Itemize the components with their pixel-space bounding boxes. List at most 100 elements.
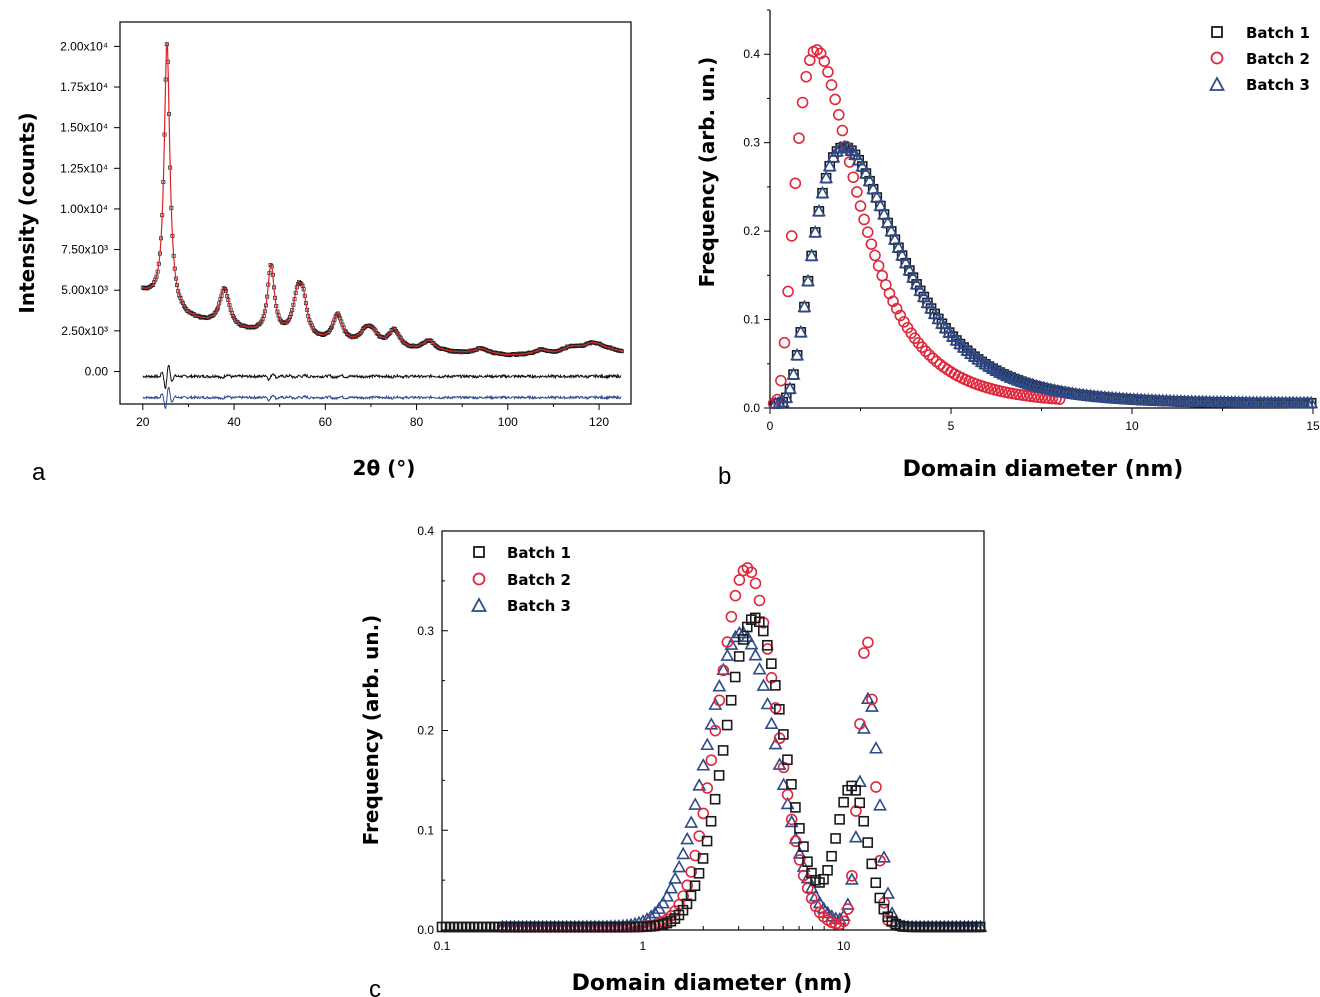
panel-c-batch-1-point [709, 793, 721, 805]
panel-b-legend: Batch 1 Batch 2 Batch 3 [1208, 24, 1310, 94]
panel-b-data [767, 44, 1319, 410]
panel-a-y-tick-label: 2.50x10³ [61, 324, 108, 338]
panel-b-y-tick-label: 0.4 [743, 47, 760, 61]
panel-c-batch-2-point [858, 647, 870, 659]
legend-marker-batch-2 [472, 572, 486, 586]
panel-a-observed-point [210, 313, 215, 318]
panel-c-batch-3-point [680, 831, 695, 845]
panel-a-y-tick-label: 1.00x10⁴ [60, 202, 108, 216]
panel-c-batch-3-point [684, 815, 699, 828]
panel-c-batch-3-point [756, 678, 771, 691]
panel-c-letter: c [369, 976, 381, 997]
panel-c-batch-1-point [766, 658, 777, 669]
panel-c-batch-1-point [713, 770, 725, 781]
panel-b-batch-3-point [801, 273, 815, 287]
panel-a-observed-point [335, 311, 340, 316]
panel-b-batch-3-point [862, 173, 877, 187]
panel-b-batch-2-point [894, 309, 907, 322]
panel-a-observed-point [327, 328, 332, 332]
panel-c-batch-1-point [830, 833, 841, 844]
legend-label-batch-3: Batch 3 [507, 597, 571, 615]
panel-c-batch-3-point [881, 886, 895, 899]
panel-b-batch-3-point [1032, 379, 1047, 393]
panel-a-observed-point [387, 331, 392, 336]
panel-c-batch-2-point [753, 594, 766, 607]
panel-b-x-tick-label: 10 [1125, 419, 1139, 433]
panel-a-observed-point [374, 331, 379, 336]
panel-b-batch-3-point [902, 263, 917, 276]
panel-c-batch-3-point [764, 716, 779, 729]
panel-c-batch-1-point [762, 639, 773, 651]
panel-a-y-tick-label: 0.00 [85, 364, 109, 378]
panel-b-batch-3-point [804, 248, 819, 261]
panel-c-batch-2-point [681, 879, 694, 892]
panel-c-batch-3-point [696, 758, 711, 771]
panel-c-batch-2-point [854, 718, 866, 730]
panel-b-batch-2-point [778, 336, 791, 349]
panel-c-batch-3-point [744, 637, 759, 650]
panel-b-batch-3-point [877, 207, 891, 220]
panel-c-batch-2-point [785, 813, 798, 826]
panel-c-batch-2-point [729, 589, 742, 602]
panel-a-x-tick-label: 40 [227, 415, 241, 429]
panel-b-batch-2-point [829, 93, 841, 106]
panel-a-observed-point [396, 332, 401, 337]
panel-b-x-tick-label: 5 [948, 419, 955, 433]
panel-b-y-axis-label: Frequency (arb. un.) [695, 57, 719, 288]
panel-c-batch-2-point [793, 854, 806, 866]
panel-b-batch-3-point [884, 223, 899, 237]
panel-b-batch-3-point [916, 289, 931, 303]
panel-b-batch-2-point [861, 226, 874, 238]
panel-b-batch-2-point [1024, 390, 1037, 403]
panel-a-observed-point [399, 338, 404, 343]
panel-c-batch-1-point [778, 729, 789, 740]
panel-c-batch-2-point [717, 664, 730, 677]
legend-label-batch-1: Batch 1 [507, 544, 571, 562]
panel-a-x-tick-label: 120 [589, 415, 609, 429]
panel-b-batch-3-point [996, 366, 1011, 380]
panel-b-batch-2-point [847, 171, 860, 184]
legend-label-batch-2: Batch 2 [1246, 50, 1310, 68]
panel-a-x-tick-label: 100 [498, 415, 518, 429]
panel-a-observed-point [370, 325, 375, 330]
panel-c-legend: Batch 1 Batch 2 Batch 3 [470, 544, 571, 615]
panel-c-batch-3-point [708, 697, 723, 710]
panel-c-batch-1-point [802, 856, 813, 868]
panel-a-observed-point [213, 309, 218, 314]
panel-b-batch-3-point [913, 283, 928, 296]
panel-b-letter: b [718, 463, 731, 490]
panel-c-batch-3-point [873, 798, 887, 811]
panel-c-x-tick-label: 1 [639, 939, 646, 953]
panel-b-batch-3-point [855, 159, 870, 172]
panel-b-batch-2-point [930, 355, 943, 368]
panel-b-batch-3-point [858, 166, 873, 179]
panel-b-batch-2-point [851, 186, 863, 198]
panel-b-batch-3-point [797, 299, 812, 313]
panel-b-batch-2-point [822, 66, 834, 78]
panel-c-batch-1-point [697, 853, 709, 864]
panel-a-frame [119, 21, 632, 405]
panel-a-x-tick-label: 80 [410, 415, 424, 429]
panel-b-x-tick-label: 15 [1306, 419, 1320, 433]
panel-c-batch-1-point [737, 634, 749, 645]
panel-a-observed-point [337, 313, 341, 318]
panel-c-batch-2-point [733, 574, 746, 586]
panel-b: 0 5 10 15 0.0 0.1 0.2 0.3 0.4 Batch 1 Batch 2 Ba… [695, 9, 1320, 490]
legend-label-batch-3: Batch 3 [1246, 76, 1310, 94]
panel-b-batch-3-point [1003, 370, 1018, 383]
panel-a-x-tick-label: 60 [319, 415, 333, 429]
panel-b-batch-3-point [851, 152, 866, 166]
panel-c-batch-3-point [716, 662, 731, 675]
panel-c-batch-1-point [826, 850, 837, 862]
panel-c-y-tick-label: 0.3 [417, 624, 434, 638]
panel-b-batch-3-point [989, 363, 1004, 376]
panel-c-y-tick-label: 0.1 [417, 823, 434, 837]
panel-b-batch-2-point [865, 238, 878, 250]
panel-c-batch-1-point [717, 745, 729, 756]
panel-b-y-tick-label: 0.1 [743, 313, 760, 327]
panel-c-batch-2-point [866, 693, 878, 706]
panel-c-batch-1-point [798, 841, 809, 852]
panel-a-observed-point [286, 317, 291, 322]
panel-c-y-axis-label: Frequency (arb. un.) [359, 615, 383, 846]
panel-c-batch-3-point [856, 721, 871, 734]
